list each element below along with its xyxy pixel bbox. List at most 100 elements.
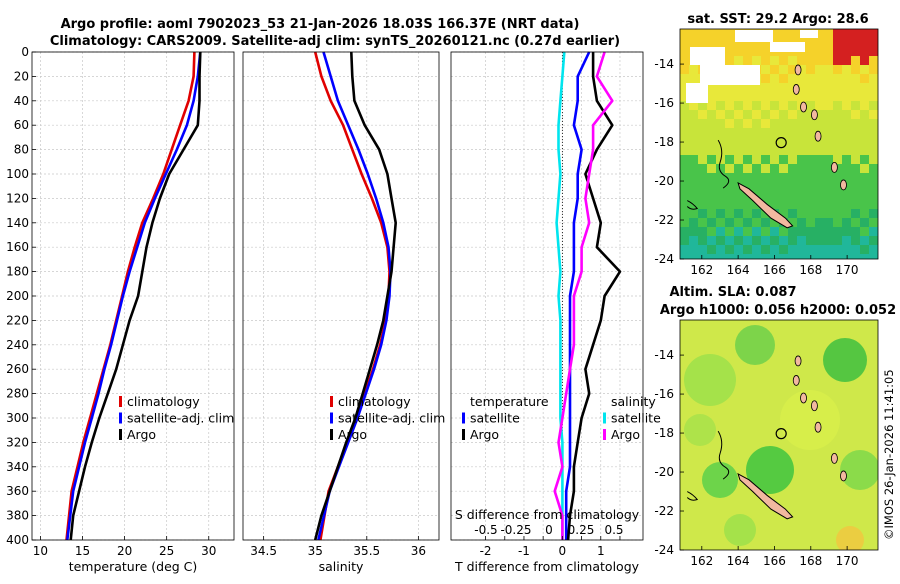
sst-cell (833, 164, 843, 174)
sst-cell (869, 128, 878, 138)
sst-cell (743, 218, 753, 228)
sst-cell (824, 92, 834, 102)
sst-cell (725, 101, 735, 111)
sst-cell (761, 155, 771, 165)
sst-cell (869, 29, 878, 39)
sst-cell (680, 92, 690, 102)
sst-cell (860, 173, 870, 183)
sst-cell (770, 173, 780, 183)
legend-label: salinity (611, 394, 656, 409)
sst-cell (851, 92, 861, 102)
sst-cell (734, 182, 744, 192)
y-tick-label: 160 (6, 240, 29, 254)
sst-cell (725, 146, 735, 156)
sst-cell (689, 236, 699, 246)
sst-cell (851, 110, 861, 120)
legend-label: temperature (470, 394, 549, 409)
map-y-tick-label: -14 (654, 57, 674, 71)
sst-cell (833, 29, 843, 39)
sst-cell (725, 128, 735, 138)
sst-cell (797, 200, 807, 210)
sst-cell (779, 146, 789, 156)
sst-cell (707, 110, 717, 120)
map-x-tick-label: 164 (727, 263, 750, 277)
island-new-caledonia (737, 472, 794, 520)
sst-cell (860, 101, 870, 111)
sst-cell (680, 56, 690, 66)
series-satellite-adj-clim (66, 51, 202, 541)
sst-cell (860, 38, 870, 48)
y-tick-label: 20 (14, 69, 29, 83)
sst-cell (842, 227, 852, 237)
sst-cell (788, 164, 798, 174)
sst-cell (770, 227, 780, 237)
sst-cell (779, 110, 789, 120)
sst-cell (698, 245, 708, 255)
sst-cell (761, 173, 771, 183)
sst-cell (752, 137, 762, 147)
sst-cell (851, 236, 861, 246)
sst-cell (797, 56, 807, 66)
sst-cell (869, 227, 878, 237)
sla-blob (823, 338, 867, 382)
sst-cell (869, 137, 878, 147)
sst-cell (824, 209, 834, 219)
sst-cell (860, 56, 870, 66)
sst-cell (698, 254, 708, 259)
sst-cell (689, 218, 699, 228)
sst-cell (815, 182, 825, 192)
sst-cell (707, 146, 717, 156)
sst-cell (806, 227, 816, 237)
sst-cell (797, 155, 807, 165)
sst-cell (824, 47, 834, 57)
sst-cell (698, 128, 708, 138)
sst-cell (806, 119, 816, 129)
sst-cell (869, 74, 878, 84)
sst-cell (788, 236, 798, 246)
sst-cell (707, 209, 717, 219)
sst-cell (680, 137, 690, 147)
map-y-tick-label: -22 (654, 213, 674, 227)
sst-cell (752, 56, 762, 66)
axes-box (450, 51, 644, 541)
sst-cell (869, 218, 878, 228)
island (792, 84, 800, 95)
sst-cell (725, 119, 735, 129)
sst-cell (707, 245, 717, 255)
sla-blob (724, 514, 756, 546)
sst-cell (869, 56, 878, 66)
sst-cell (797, 164, 807, 174)
map-y-tick-label: -18 (654, 135, 674, 149)
sst-cell (707, 83, 717, 93)
sst-cell (797, 236, 807, 246)
sst-cell (761, 254, 771, 259)
sst-cell (770, 218, 780, 228)
legend-swatch (330, 429, 333, 440)
x-tick-label: 10 (33, 544, 48, 558)
sst-cell (806, 209, 816, 219)
sst-cell (770, 119, 780, 129)
sst-cell (788, 191, 798, 201)
sst-cell (761, 227, 771, 237)
x-tick-label: 35 (308, 544, 323, 558)
sst-cell (869, 245, 878, 255)
sst-cell (824, 236, 834, 246)
legend-swatch (462, 412, 465, 424)
sst-cell (824, 155, 834, 165)
sst-cell (680, 83, 690, 93)
sst-cell (779, 74, 789, 84)
sst-cell (734, 101, 744, 111)
sst-cell (707, 164, 717, 174)
sst-cell (860, 191, 870, 201)
island (814, 130, 822, 142)
sst-cell (698, 110, 708, 120)
sst-cell (851, 137, 861, 147)
sst-cell (815, 200, 825, 210)
sst-cell (761, 65, 771, 75)
sst-cell (833, 254, 843, 259)
sst-cell (824, 182, 834, 192)
sst-cell (716, 164, 726, 174)
sst-cell (743, 245, 753, 255)
sst-cell (770, 74, 780, 84)
sst-cell (851, 29, 861, 39)
